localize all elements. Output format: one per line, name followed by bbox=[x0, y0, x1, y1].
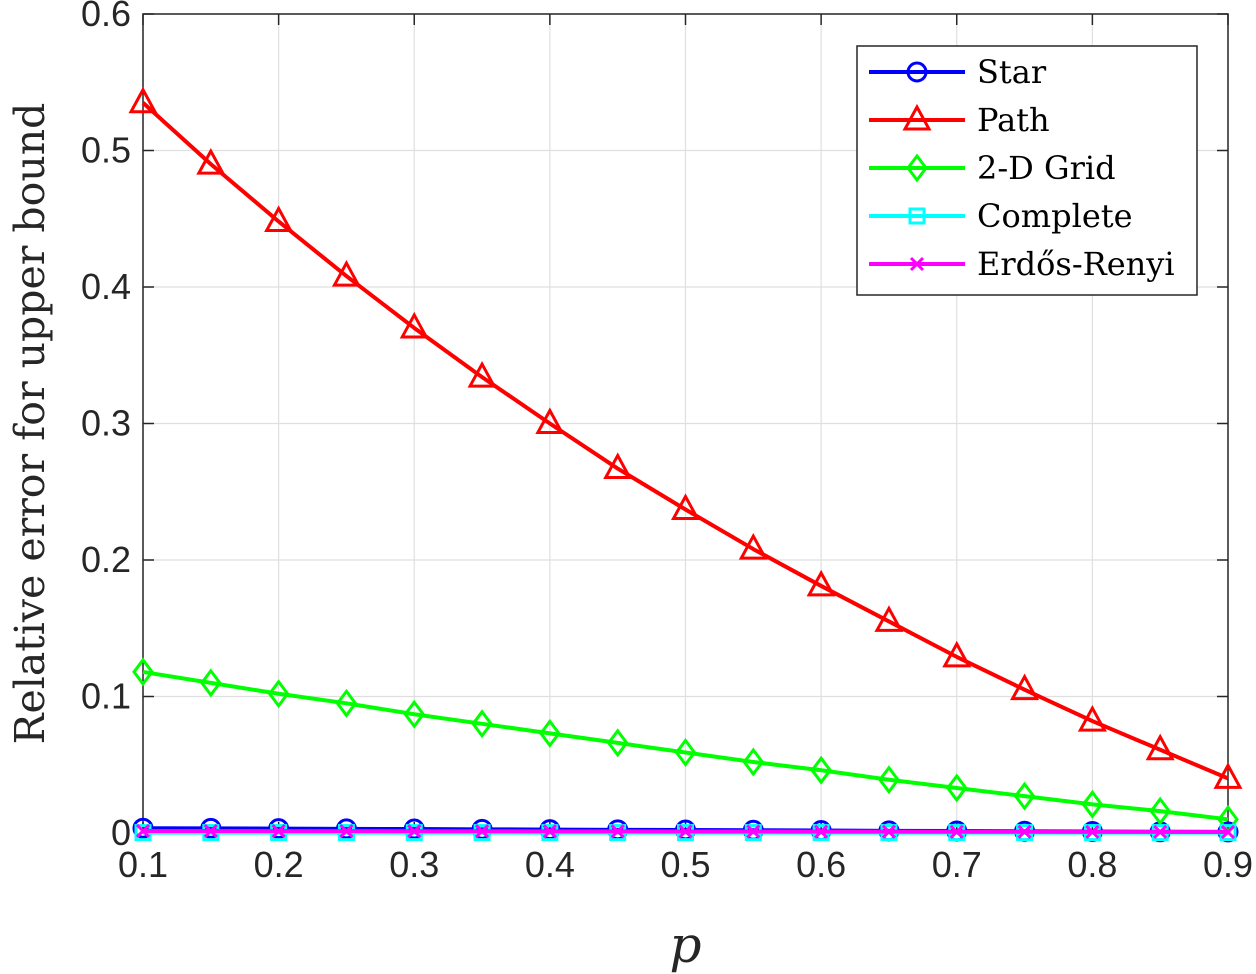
series-line bbox=[142, 669, 1229, 822]
data-point bbox=[1013, 781, 1036, 811]
data-point bbox=[878, 765, 900, 795]
data-point bbox=[1081, 789, 1104, 819]
x-tick-label: 0.6 bbox=[796, 844, 846, 885]
data-point bbox=[881, 824, 896, 839]
data-point bbox=[475, 824, 490, 839]
data-point bbox=[403, 818, 425, 840]
data-point bbox=[199, 668, 222, 698]
data-point bbox=[132, 817, 154, 839]
legend-entry: Star bbox=[869, 53, 1047, 91]
y-tick-label: 0.6 bbox=[81, 0, 131, 34]
axis-ticks: 0.1 0.2 0.3 0.4 0.5 0.6 0.7 0.8 0.900.10.20.30.4… bbox=[81, 0, 1253, 885]
series-2-d-grid bbox=[132, 657, 1239, 834]
data-point bbox=[746, 824, 761, 839]
data-point bbox=[1149, 796, 1172, 826]
data-point bbox=[196, 148, 226, 175]
y-tick-label: 0.5 bbox=[81, 130, 131, 171]
data-point bbox=[331, 259, 361, 287]
data-point bbox=[606, 728, 629, 758]
data-point bbox=[945, 773, 968, 803]
data-point bbox=[471, 709, 493, 739]
data-point bbox=[535, 407, 565, 434]
data-point bbox=[1077, 704, 1107, 732]
legend-label: Path bbox=[977, 101, 1050, 139]
legend-entry: Path bbox=[869, 101, 1050, 139]
legend-entry: 2-D Grid bbox=[869, 149, 1116, 187]
data-point bbox=[542, 824, 557, 839]
data-point bbox=[906, 61, 928, 83]
data-point bbox=[467, 360, 497, 388]
data-point bbox=[271, 824, 286, 839]
legend-box bbox=[856, 45, 1198, 296]
data-point bbox=[203, 823, 218, 839]
series-erd-s-renyi bbox=[135, 823, 1236, 840]
series-line bbox=[141, 101, 1229, 781]
legend-label: Complete bbox=[977, 197, 1133, 235]
y-tick-label: 0.4 bbox=[81, 266, 131, 307]
data-point bbox=[135, 823, 151, 839]
data-point bbox=[399, 311, 429, 339]
data-point bbox=[268, 818, 290, 840]
data-point bbox=[403, 699, 426, 729]
data-point bbox=[132, 657, 154, 687]
legend-label: 2-D Grid bbox=[977, 149, 1116, 187]
x-tick-label: 0.1 bbox=[118, 844, 168, 885]
data-point bbox=[407, 824, 422, 839]
data-point bbox=[267, 679, 290, 709]
data-point bbox=[1220, 824, 1236, 840]
x-tick-label: 0.2 bbox=[254, 844, 304, 885]
legend-entry: Complete bbox=[869, 197, 1133, 235]
y-tick-label: 0.1 bbox=[81, 676, 131, 717]
legend-entry: Erdős-Renyi bbox=[869, 245, 1175, 283]
x-tick-label: 0.4 bbox=[525, 844, 575, 885]
data-point bbox=[949, 824, 964, 839]
data-point bbox=[128, 86, 158, 114]
series-path bbox=[128, 86, 1243, 789]
data-point bbox=[670, 493, 701, 520]
data-point bbox=[339, 824, 354, 839]
data-point bbox=[742, 747, 765, 777]
data-point bbox=[1010, 673, 1040, 701]
data-point bbox=[738, 532, 768, 560]
x-tick-label: 0.9 bbox=[1203, 844, 1253, 885]
data-point bbox=[1145, 733, 1175, 761]
x-tick-label: 0.8 bbox=[1067, 844, 1117, 885]
series-group bbox=[128, 86, 1243, 843]
x-axis-label: p bbox=[669, 916, 701, 974]
data-point bbox=[335, 818, 357, 840]
data-point bbox=[678, 824, 693, 839]
data-point bbox=[1213, 762, 1243, 789]
x-tick-label: 0.7 bbox=[932, 844, 982, 885]
data-point bbox=[200, 817, 222, 839]
data-point bbox=[806, 569, 836, 597]
y-tick-label: 0.3 bbox=[81, 403, 131, 444]
data-point bbox=[335, 688, 358, 718]
data-point bbox=[1153, 824, 1168, 839]
x-tick-label: 0.3 bbox=[389, 844, 439, 885]
x-tick-label: 0.5 bbox=[660, 844, 710, 885]
data-point bbox=[942, 640, 972, 668]
data-point bbox=[814, 824, 829, 839]
data-point bbox=[906, 153, 928, 183]
y-tick-label: 0 bbox=[111, 812, 131, 853]
data-point bbox=[539, 718, 561, 748]
legend: Star Path 2-D Grid Complete Erdős-Renyi bbox=[856, 45, 1198, 296]
data-point bbox=[908, 207, 926, 225]
legend-label: Erdős-Renyi bbox=[977, 245, 1175, 283]
data-point bbox=[1085, 824, 1100, 839]
legend-label: Star bbox=[977, 53, 1047, 91]
data-point bbox=[674, 737, 697, 767]
data-point bbox=[603, 452, 633, 480]
data-point bbox=[610, 824, 625, 839]
y-axis-label: Relative error for upper bound bbox=[6, 103, 54, 745]
data-point bbox=[1017, 824, 1032, 839]
data-point bbox=[902, 103, 932, 131]
data-point bbox=[264, 205, 294, 232]
data-point bbox=[810, 755, 832, 785]
data-point bbox=[909, 256, 925, 272]
y-tick-label: 0.2 bbox=[81, 539, 131, 580]
data-point bbox=[874, 605, 904, 632]
